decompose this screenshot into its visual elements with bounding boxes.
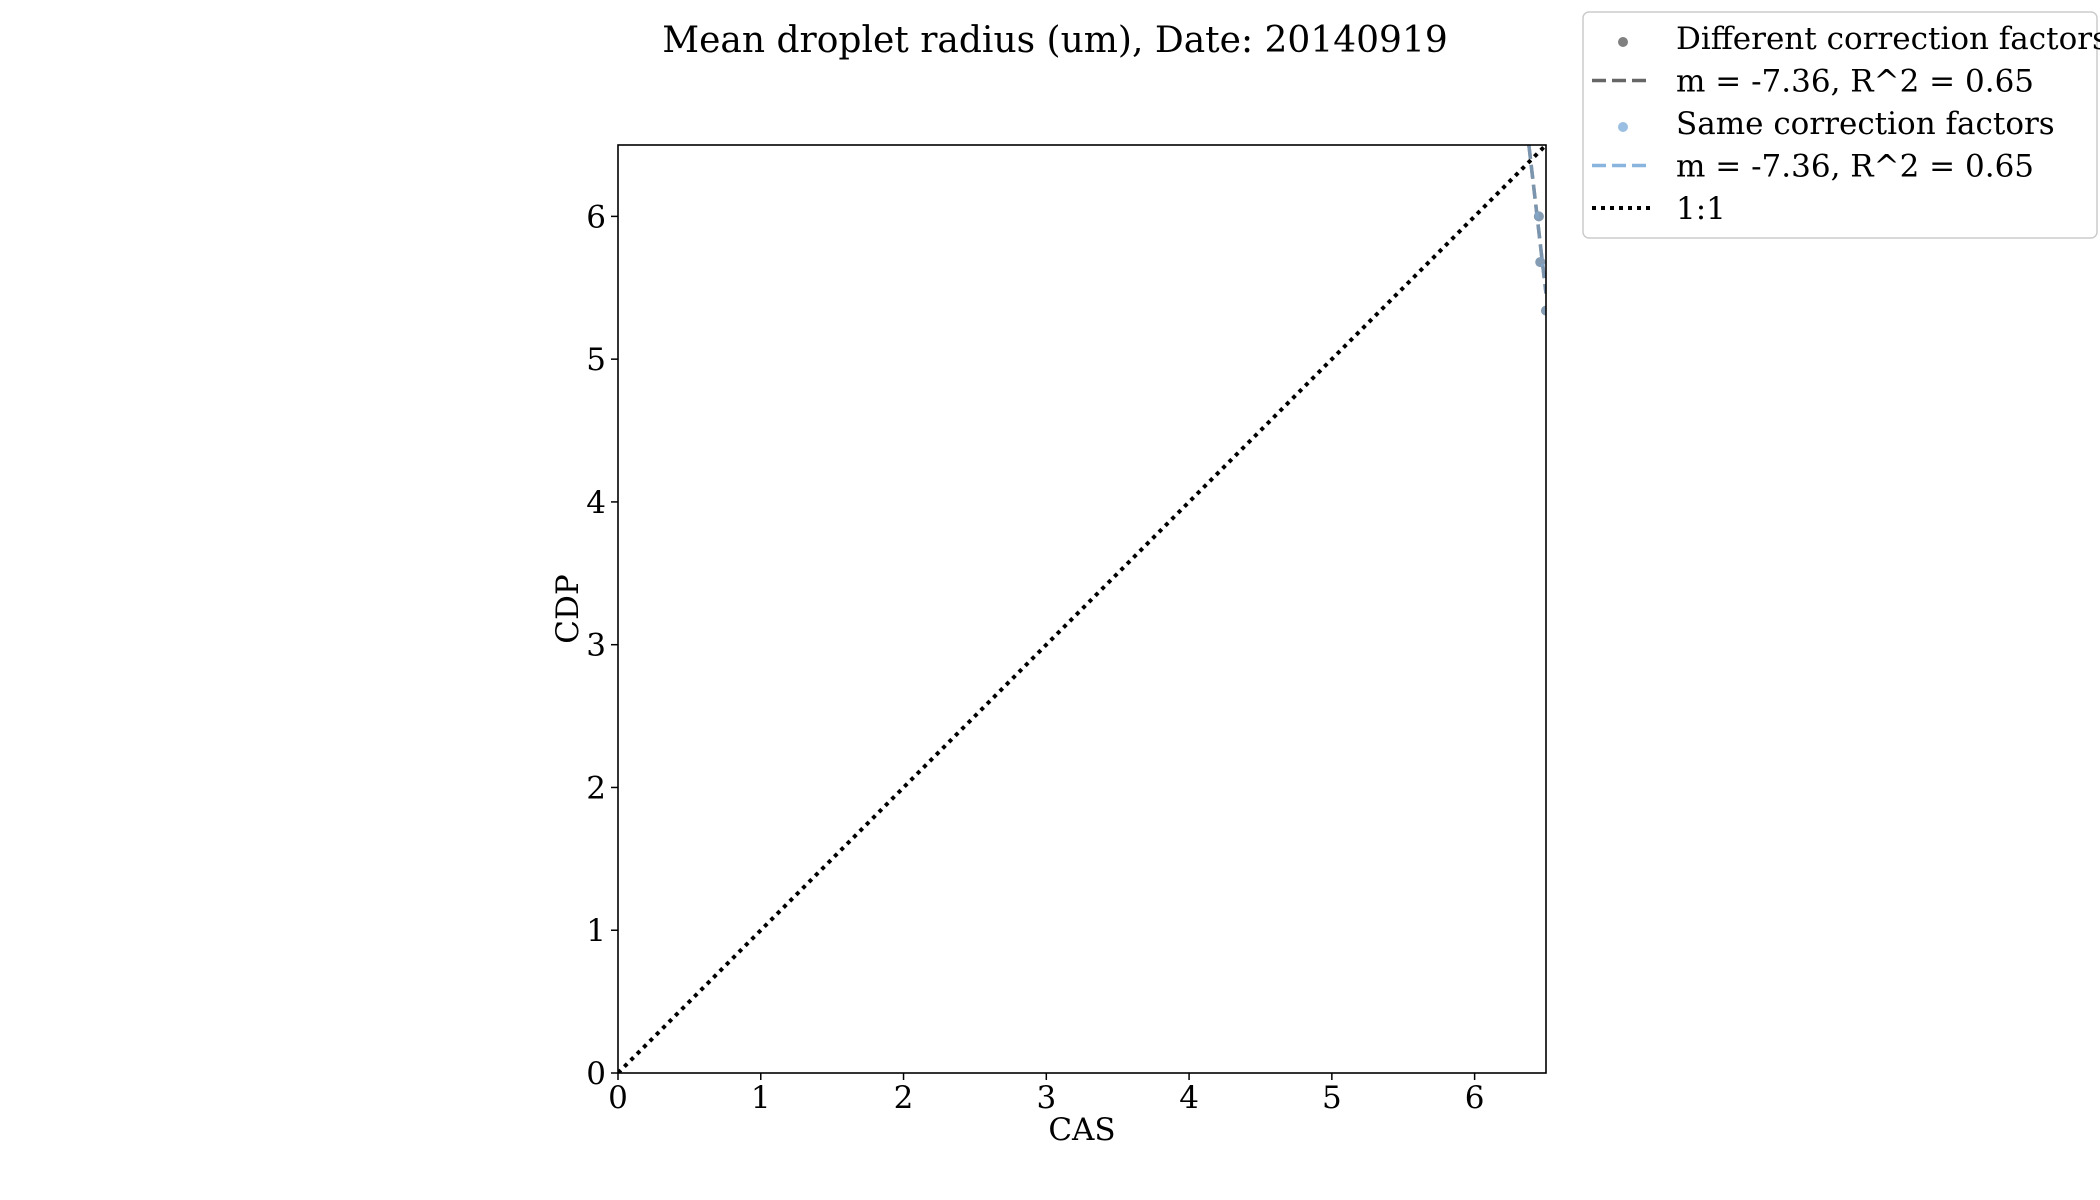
x-tick-label: 3 — [1036, 1080, 1056, 1116]
legend-label: Same correction factors — [1676, 106, 2055, 142]
chart-title: Mean droplet radius (um), Date: 20140919 — [662, 20, 1448, 61]
x-tick-label: 2 — [894, 1080, 914, 1116]
x-tick-label: 6 — [1465, 1080, 1485, 1116]
one-to-one-line — [618, 145, 1546, 1073]
plot-area — [618, 145, 1546, 1073]
legend-label: m = -7.36, R^2 = 0.65 — [1676, 64, 2034, 100]
y-tick-label: 1 — [586, 913, 606, 949]
x-axis-label: CAS — [1048, 1112, 1115, 1148]
legend-box — [1582, 11, 2098, 239]
legend: Different correction factors m = -7.36, R… — [1582, 11, 2100, 239]
x-tick-label: 5 — [1322, 1080, 1342, 1116]
y-tick-label: 3 — [586, 628, 606, 664]
y-tick-label: 2 — [586, 770, 606, 806]
x-tick-label: 4 — [1179, 1080, 1199, 1116]
legend-marker — [1618, 37, 1628, 47]
legend-marker — [1618, 122, 1628, 132]
y-tick-label: 0 — [586, 1056, 606, 1092]
x-axis-ticks: 0 1 2 3 4 5 6 — [608, 1073, 1484, 1116]
x-tick-label: 1 — [751, 1080, 771, 1116]
scatter-point — [1541, 305, 1546, 316]
y-tick-label: 4 — [586, 485, 606, 521]
fit-line — [1527, 145, 1546, 294]
legend-label: m = -7.36, R^2 = 0.65 — [1676, 149, 2034, 185]
data-layer — [618, 145, 1546, 1073]
y-tick-label: 6 — [586, 199, 606, 235]
y-axis-ticks: 0 1 2 3 4 5 6 — [586, 199, 618, 1092]
y-tick-label: 5 — [586, 342, 606, 378]
legend-label: 1:1 — [1676, 191, 1726, 227]
axes-frame — [617, 144, 1547, 1074]
y-axis-label: CDP — [550, 574, 586, 643]
legend-label: Different correction factors — [1676, 21, 2100, 57]
x-tick-label: 0 — [608, 1080, 628, 1116]
